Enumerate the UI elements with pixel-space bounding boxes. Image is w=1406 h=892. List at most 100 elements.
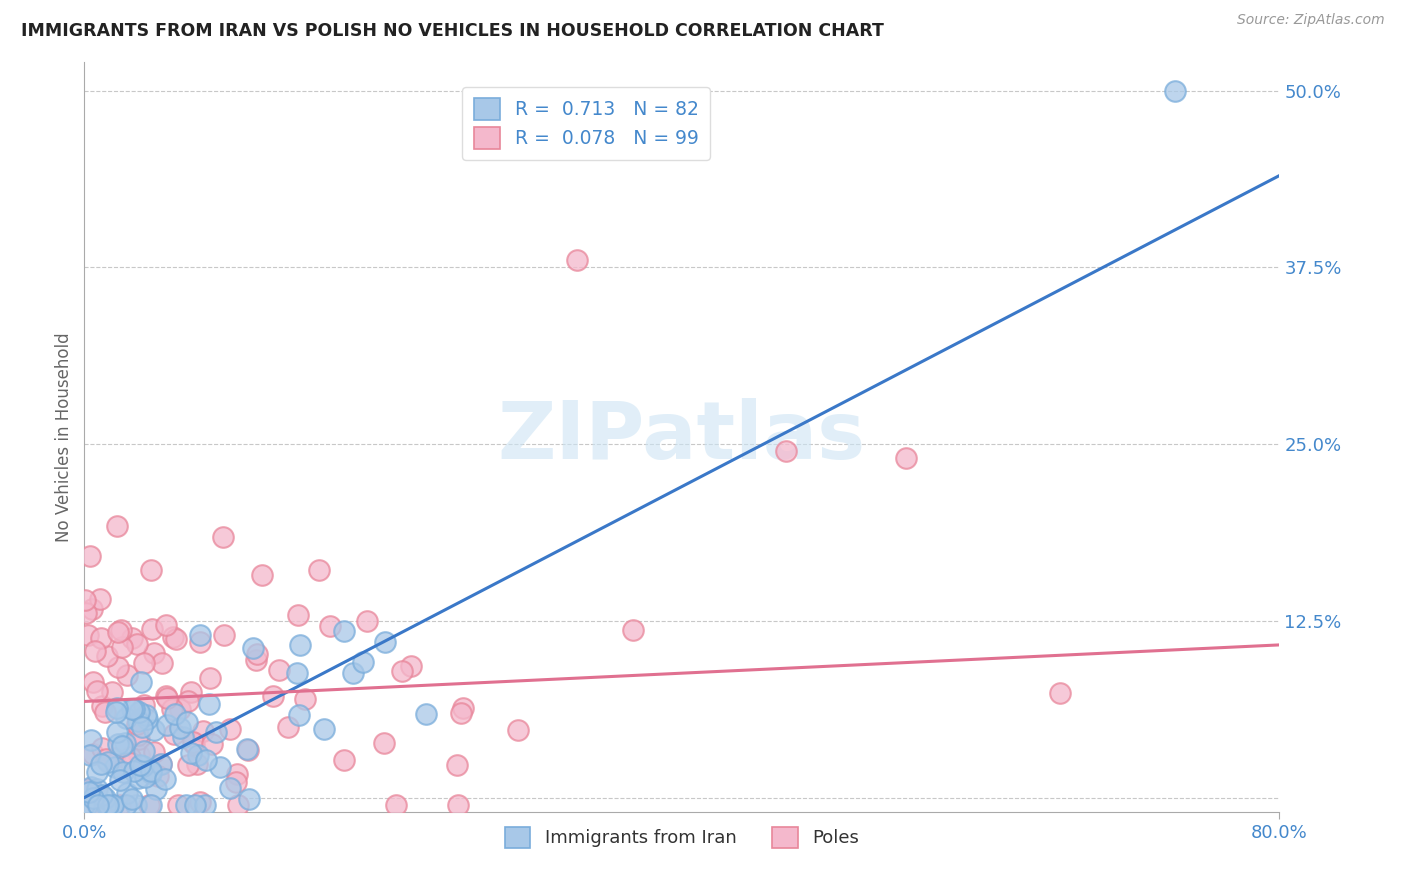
Point xyxy=(143,646,166,660)
Text: Source: ZipAtlas.com: Source: ZipAtlas.com xyxy=(1237,13,1385,28)
Point xyxy=(236,742,259,756)
Point xyxy=(169,721,191,735)
Point xyxy=(105,705,128,719)
Point xyxy=(447,797,470,812)
Point xyxy=(73,592,96,607)
Point xyxy=(150,656,173,670)
Point xyxy=(148,769,170,783)
Point xyxy=(121,631,143,645)
Point xyxy=(294,691,316,706)
Point xyxy=(1049,686,1071,700)
Point xyxy=(125,797,148,812)
Point xyxy=(73,797,96,812)
Point xyxy=(156,718,179,732)
Point xyxy=(236,742,259,756)
Point xyxy=(391,664,413,678)
Point xyxy=(103,797,125,812)
Point xyxy=(82,791,104,805)
Point xyxy=(155,618,177,632)
Point xyxy=(122,764,145,778)
Point xyxy=(90,757,112,772)
Point xyxy=(374,635,396,649)
Point xyxy=(127,714,149,729)
Point xyxy=(163,726,186,740)
Point xyxy=(238,792,260,806)
Point xyxy=(415,707,437,722)
Point xyxy=(138,797,160,812)
Point xyxy=(172,730,194,744)
Point xyxy=(165,632,187,647)
Point xyxy=(204,724,226,739)
Point xyxy=(245,653,267,667)
Point xyxy=(121,791,143,805)
Point xyxy=(162,631,184,645)
Point xyxy=(127,728,149,742)
Point xyxy=(135,708,157,723)
Point xyxy=(134,770,156,784)
Point xyxy=(90,741,112,756)
Point xyxy=(121,702,143,716)
Point xyxy=(120,756,142,771)
Point xyxy=(450,706,472,720)
Point xyxy=(82,675,104,690)
Point xyxy=(169,702,191,716)
Point xyxy=(107,738,129,752)
Point xyxy=(250,568,273,582)
Point xyxy=(209,760,232,774)
Point xyxy=(242,640,264,655)
Point xyxy=(219,781,242,796)
Point xyxy=(142,723,165,737)
Point xyxy=(180,747,202,761)
Text: ZIPatlas: ZIPatlas xyxy=(498,398,866,476)
Point xyxy=(139,797,162,812)
Point xyxy=(79,748,101,763)
Point xyxy=(446,758,468,772)
Point xyxy=(125,716,148,731)
Point xyxy=(94,752,117,766)
Point xyxy=(80,733,103,747)
Point xyxy=(333,624,356,639)
Legend: Immigrants from Iran, Poles: Immigrants from Iran, Poles xyxy=(498,820,866,855)
Point xyxy=(128,732,150,747)
Point xyxy=(104,760,127,774)
Point xyxy=(112,765,135,780)
Point xyxy=(775,444,797,458)
Point xyxy=(262,690,284,704)
Point xyxy=(86,797,108,812)
Point xyxy=(285,665,308,680)
Point xyxy=(184,797,207,812)
Point xyxy=(105,519,128,533)
Point xyxy=(373,736,395,750)
Point xyxy=(194,797,217,812)
Point xyxy=(107,659,129,673)
Point xyxy=(135,712,157,726)
Point xyxy=(94,790,117,805)
Text: IMMIGRANTS FROM IRAN VS POLISH NO VEHICLES IN HOUSEHOLD CORRELATION CHART: IMMIGRANTS FROM IRAN VS POLISH NO VEHICL… xyxy=(21,22,884,40)
Point xyxy=(110,640,132,654)
Point xyxy=(188,795,211,809)
Point xyxy=(142,745,165,759)
Point xyxy=(139,765,162,780)
Point xyxy=(277,719,299,733)
Point xyxy=(183,738,205,752)
Point xyxy=(120,749,142,764)
Point xyxy=(225,767,247,781)
Point xyxy=(96,648,118,663)
Point xyxy=(110,624,132,638)
Y-axis label: No Vehicles in Household: No Vehicles in Household xyxy=(55,332,73,542)
Point xyxy=(94,705,117,719)
Point xyxy=(91,699,114,714)
Point xyxy=(267,663,290,677)
Point xyxy=(89,592,111,607)
Point xyxy=(131,721,153,735)
Point xyxy=(176,715,198,730)
Point xyxy=(80,602,103,616)
Point xyxy=(191,723,214,738)
Point xyxy=(342,665,364,680)
Point xyxy=(122,702,145,716)
Point xyxy=(451,701,474,715)
Point xyxy=(82,747,104,761)
Point xyxy=(385,797,408,812)
Point xyxy=(80,780,103,794)
Point xyxy=(77,783,100,797)
